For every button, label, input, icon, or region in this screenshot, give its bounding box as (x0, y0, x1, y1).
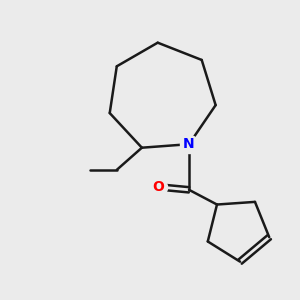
Text: O: O (152, 180, 164, 194)
Text: N: N (183, 137, 195, 151)
